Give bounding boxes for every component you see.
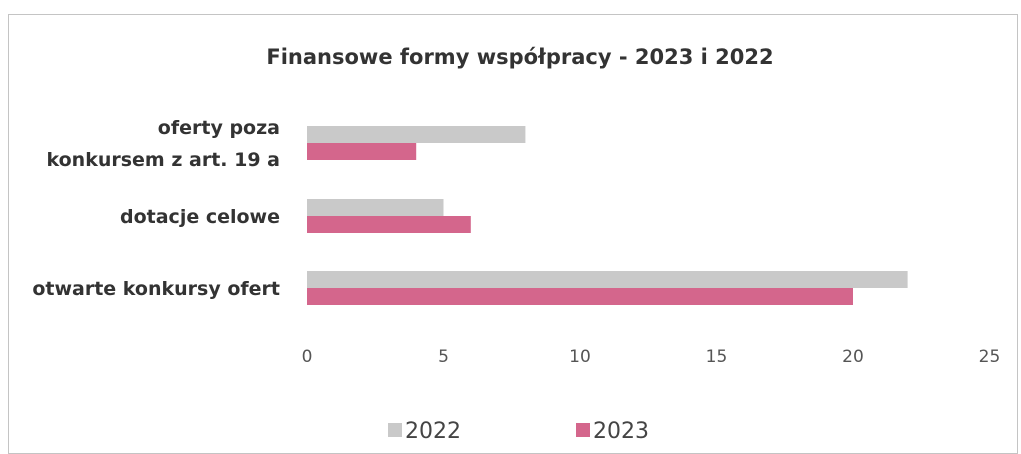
category-label: dotacje celowe bbox=[120, 206, 280, 228]
x-tick-label: 10 bbox=[569, 347, 591, 367]
legend-label-2023: 2023 bbox=[593, 419, 649, 444]
x-tick-label: 20 bbox=[842, 347, 864, 367]
category-label: konkursem z art. 19 a bbox=[46, 149, 280, 171]
bar-2023-0 bbox=[307, 143, 417, 160]
category-label: otwarte konkursy ofert bbox=[32, 278, 280, 300]
legend-label-2022: 2022 bbox=[405, 419, 461, 444]
chart-title: Finansowe formy współpracy - 2023 i 2022 bbox=[266, 45, 773, 69]
x-tick-label: 15 bbox=[706, 347, 728, 367]
x-tick-label: 25 bbox=[979, 347, 1001, 367]
bar-2022-1 bbox=[307, 199, 444, 216]
legend-swatch-2023 bbox=[576, 423, 590, 437]
x-tick-label: 0 bbox=[302, 347, 313, 367]
legend-swatch-2022 bbox=[388, 423, 402, 437]
bar-2022-2 bbox=[307, 271, 908, 288]
category-label: oferty poza bbox=[158, 117, 280, 139]
chart-frame bbox=[8, 14, 1018, 454]
bar-2023-2 bbox=[307, 288, 853, 305]
x-tick-label: 5 bbox=[438, 347, 449, 367]
bar-2023-1 bbox=[307, 216, 471, 233]
bar-2022-0 bbox=[307, 126, 526, 143]
